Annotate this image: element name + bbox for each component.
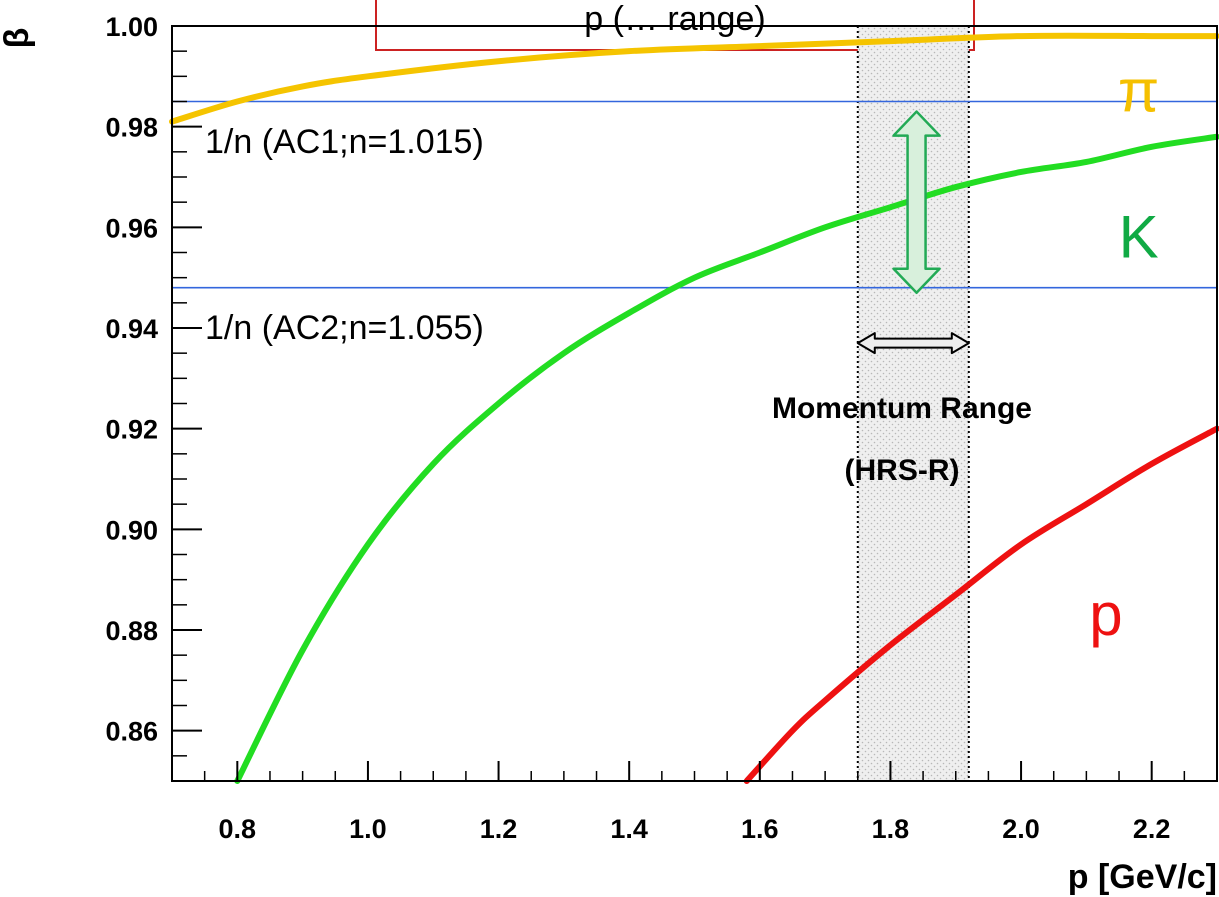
x-tick-label: 1.0 xyxy=(349,814,387,844)
x-tick-label: 2.0 xyxy=(1002,814,1040,844)
y-axis-title: β xyxy=(0,28,36,49)
chart-title: p (… range) xyxy=(584,0,765,38)
ac1-threshold-label: 1/n (AC1;n=1.015) xyxy=(205,123,484,161)
y-tick-label: 1.00 xyxy=(105,12,158,42)
momentum-range-label-line1: Momentum Range xyxy=(772,392,1032,425)
proton-curve xyxy=(743,425,1219,784)
momentum-range-label-line2: (HRS-R) xyxy=(845,454,960,487)
y-tick-label: 0.92 xyxy=(105,415,158,445)
x-tick-label: 0.8 xyxy=(219,814,257,844)
x-tick-label: 1.6 xyxy=(741,814,779,844)
y-tick-label: 0.94 xyxy=(105,314,158,344)
y-tick-label: 0.88 xyxy=(105,616,158,646)
pion-curve xyxy=(169,32,1219,125)
x-axis-title: p [GeV/c] xyxy=(1068,858,1217,896)
ac2-threshold-label: 1/n (AC2;n=1.055) xyxy=(205,309,484,347)
kaon-curve-label: K xyxy=(1119,203,1159,270)
x-tick-label: 1.4 xyxy=(610,814,648,844)
kaon-pion-separation-arrow xyxy=(892,110,941,295)
y-tick-label: 0.86 xyxy=(105,717,158,747)
y-tick-label: 0.96 xyxy=(105,213,158,243)
kaon-curve xyxy=(234,133,1219,784)
axes-group: 0.8 1.0 1.2 1.4 1.6 1.8 2.0 2.2 0.86 0.88 0.90 0.92… xyxy=(105,12,1218,844)
arrows-group xyxy=(856,110,970,355)
x-tick-label: 1.8 xyxy=(872,814,910,844)
y-tick-label: 0.98 xyxy=(105,113,158,143)
momentum-range-arrow xyxy=(856,332,970,355)
threshold-lines-group xyxy=(172,100,1217,289)
y-tick-label: 0.90 xyxy=(105,515,158,545)
x-tick-label: 2.2 xyxy=(1133,814,1171,844)
pion-curve-label: π xyxy=(1118,57,1159,124)
proton-curve-label: p xyxy=(1089,581,1122,648)
x-tick-label: 1.2 xyxy=(480,814,518,844)
series-group xyxy=(169,32,1219,784)
